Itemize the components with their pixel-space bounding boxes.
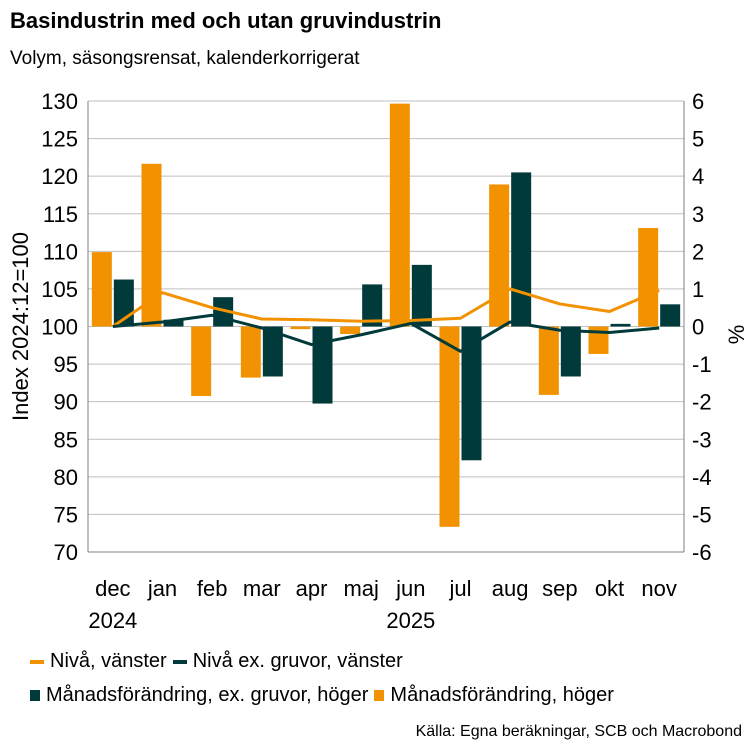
- legend-swatch-niva: [30, 659, 44, 664]
- x-tick-label: jun: [395, 576, 425, 601]
- x-tick-label: feb: [197, 576, 228, 601]
- y2-tick-label: 6: [692, 89, 704, 114]
- y-tick-label: 115: [43, 202, 78, 227]
- y2-tick-label: -5: [692, 502, 712, 527]
- legend-row-2: Månadsförändring, ex. gruvor, höger Måna…: [30, 684, 620, 707]
- y-tick-label: 85: [54, 427, 78, 452]
- y-tick-label: 95: [54, 352, 78, 377]
- y-tick-label: 105: [41, 277, 78, 302]
- x-tick-label: mar: [243, 576, 281, 601]
- legend-label-change-ex-gruvor: Månadsförändring, ex. gruvor, höger: [46, 684, 369, 706]
- legend-item-change-ex-gruvor: Månadsförändring, ex. gruvor, höger: [30, 684, 368, 707]
- bar-change: [240, 326, 261, 378]
- y-tick-label: 80: [54, 465, 78, 490]
- bar-change-ex-gruvor: [610, 323, 631, 327]
- bar-change: [538, 326, 559, 395]
- bar-change: [91, 252, 112, 327]
- y2-axis-title: %: [724, 325, 749, 345]
- legend-label-niva-ex-gruvor: Nivå ex. gruvor, vänster: [192, 650, 403, 672]
- y2-tick-label: -4: [692, 465, 712, 490]
- x-tick-label: jul: [448, 576, 471, 601]
- bar-change-ex-gruvor: [511, 172, 532, 327]
- source-note: Källa: Egna beräkningar, SCB och Macrobo…: [415, 723, 742, 740]
- bar-change-ex-gruvor: [461, 326, 482, 461]
- legend-label-niva: Nivå, vänster: [50, 650, 167, 672]
- legend-swatch-change: [374, 690, 385, 701]
- legend-item-change: Månadsförändring, höger: [374, 684, 614, 707]
- x-year-label: 2024: [88, 608, 137, 633]
- line-niva: [111, 287, 660, 328]
- bar-change-ex-gruvor: [411, 264, 432, 327]
- bar-change-ex-gruvor: [163, 319, 184, 327]
- x-tick-label: dec: [95, 576, 130, 601]
- bar-change-ex-gruvor: [560, 326, 581, 377]
- y-tick-label: 120: [41, 164, 78, 189]
- x-tick-label: okt: [595, 576, 624, 601]
- y-tick-label: 110: [43, 239, 78, 264]
- bar-change-ex-gruvor: [660, 304, 681, 327]
- bar-change: [141, 163, 162, 327]
- x-tick-label: sep: [542, 576, 577, 601]
- legend-row-1: Nivå, vänster Nivå ex. gruvor, vänster: [30, 650, 409, 673]
- bar-change-ex-gruvor: [362, 284, 383, 327]
- bar-change: [389, 103, 410, 327]
- y-tick-label: 75: [54, 502, 78, 527]
- legend-item-niva-ex-gruvor: Nivå ex. gruvor, vänster: [172, 650, 403, 673]
- bar-change-ex-gruvor: [262, 326, 283, 377]
- y2-tick-label: -2: [692, 390, 712, 415]
- legend-swatch-niva-ex-gruvor: [172, 659, 187, 664]
- bar-change: [290, 326, 311, 330]
- x-year-label: 2025: [386, 608, 435, 633]
- x-tick-label: maj: [343, 576, 378, 601]
- x-tick-label: jan: [147, 576, 177, 601]
- y-axis-title: Index 2024:12=100: [8, 232, 33, 421]
- y2-tick-label: 1: [692, 277, 704, 302]
- y-tick-label: 90: [54, 390, 78, 415]
- legend-swatch-change-ex-gruvor: [30, 690, 40, 701]
- line-niva-ex-gruvor: [112, 313, 660, 353]
- bar-change: [439, 326, 460, 527]
- chart-title: Basindustrin med och utan gruvindustrin: [10, 8, 442, 33]
- y-tick-label: 70: [54, 540, 78, 565]
- bar-change-ex-gruvor: [312, 326, 333, 404]
- chart-subtitle: Volym, säsongsrensat, kalenderkorrigerat: [10, 48, 360, 69]
- y2-tick-label: -3: [692, 427, 712, 452]
- bar-change: [191, 326, 212, 397]
- bar-change: [638, 228, 659, 327]
- y2-tick-label: -1: [692, 352, 712, 377]
- x-tick-label: apr: [296, 576, 328, 601]
- bar-change: [489, 184, 510, 327]
- y2-tick-label: 4: [692, 164, 704, 189]
- y2-tick-label: 5: [692, 127, 704, 152]
- x-tick-label: nov: [641, 576, 676, 601]
- y2-tick-label: 3: [692, 202, 704, 227]
- y2-tick-label: 2: [692, 239, 704, 264]
- y2-tick-label: 0: [692, 315, 704, 340]
- x-tick-label: aug: [492, 576, 529, 601]
- legend-item-niva: Nivå, vänster: [30, 650, 167, 673]
- legend-label-change: Månadsförändring, höger: [390, 684, 614, 706]
- bar-change: [340, 326, 361, 335]
- y-tick-label: 125: [41, 127, 78, 152]
- y-tick-label: 100: [41, 315, 78, 340]
- y-tick-label: 130: [41, 89, 78, 114]
- y2-tick-label: -6: [692, 540, 712, 565]
